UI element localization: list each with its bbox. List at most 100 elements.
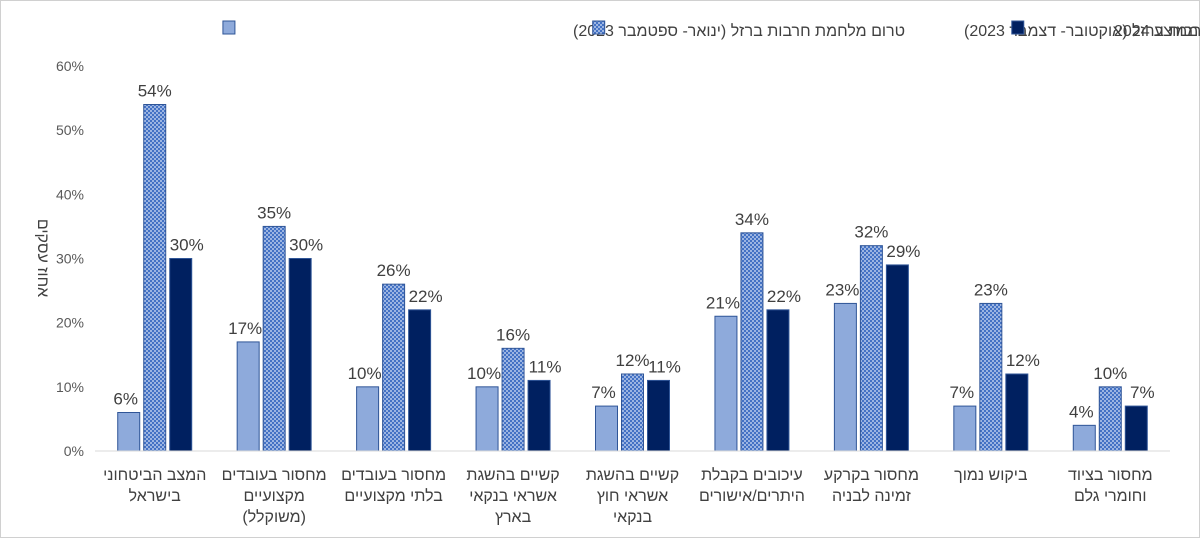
bar bbox=[953, 405, 977, 452]
category-label-line: ביקוש נמוך bbox=[954, 467, 1028, 484]
bar bbox=[979, 302, 1003, 452]
category-label: קשיים בהשגת אשראי בנקאי בארץ bbox=[466, 467, 559, 526]
category-label-line: מקצועיים bbox=[244, 488, 305, 505]
data-label: 22% bbox=[767, 287, 801, 306]
y-axis: 0% 10% 20% 30% 40% 50% 60% bbox=[56, 58, 84, 459]
category-label-line: וחומרי גלם bbox=[1074, 487, 1146, 505]
bar bbox=[288, 258, 312, 452]
bar bbox=[382, 283, 406, 452]
data-label: 10% bbox=[348, 364, 382, 383]
data-label: 10% bbox=[467, 364, 501, 383]
data-label: 12% bbox=[615, 351, 649, 370]
data-label: 23% bbox=[974, 280, 1008, 299]
data-label: 23% bbox=[825, 280, 859, 299]
data-label: 26% bbox=[377, 261, 411, 280]
y-tick-label: 0% bbox=[64, 443, 84, 459]
data-label: 10% bbox=[1093, 364, 1127, 383]
data-labels: 6% 54% 30% 17% 35% 30% 10% 26% 22% 10% 16% 11% 7% 12%… bbox=[113, 82, 1154, 422]
bar bbox=[262, 225, 286, 452]
bar bbox=[621, 373, 644, 452]
y-tick-label: 30% bbox=[56, 251, 84, 267]
legend-item: ממוצע 2024 bbox=[1011, 20, 1198, 40]
bar bbox=[501, 347, 525, 452]
y-tick-label: 50% bbox=[56, 122, 84, 138]
bar bbox=[117, 412, 141, 452]
category-label-line: המצב הביטחוני bbox=[103, 467, 206, 484]
category-label: ביקוש נמוך bbox=[954, 467, 1028, 484]
bar bbox=[475, 386, 499, 452]
data-label: 7% bbox=[1130, 383, 1155, 402]
category-label-line: היתרים/אישורים bbox=[699, 488, 805, 505]
data-label: 29% bbox=[886, 242, 920, 261]
data-label: 6% bbox=[113, 390, 138, 409]
data-label: 32% bbox=[854, 223, 888, 242]
category-label-line: מחסור בציוד bbox=[1068, 467, 1153, 484]
bar bbox=[766, 309, 790, 452]
category-label-line: עיכובים בקבלת bbox=[701, 466, 803, 484]
bar bbox=[740, 232, 764, 452]
legend-label: ממוצע 2024 bbox=[1114, 23, 1198, 40]
legend-swatch bbox=[1011, 20, 1025, 35]
bar bbox=[1005, 373, 1029, 452]
bar bbox=[356, 386, 380, 452]
data-label: 7% bbox=[591, 383, 616, 402]
legend: טרום מלחמת חרבות ברזל (ינואר- ספטמבר 202… bbox=[222, 20, 1200, 40]
bar bbox=[714, 315, 738, 452]
bar bbox=[1124, 405, 1148, 452]
data-label: 11% bbox=[529, 357, 562, 376]
category-label: מחסור בעובדים מקצועיים (משוקלל) bbox=[222, 467, 327, 526]
bar bbox=[236, 341, 260, 452]
bar bbox=[143, 104, 167, 452]
data-label: 17% bbox=[228, 319, 262, 338]
category-label-line: מחסור בעובדים bbox=[341, 467, 446, 484]
bars bbox=[117, 104, 1148, 452]
y-axis-label: אחוז עסקים bbox=[34, 219, 51, 297]
category-label-line: (משוקלל) bbox=[242, 508, 306, 526]
category-label-line: מחסור בקרקע bbox=[824, 467, 919, 484]
data-label: 30% bbox=[170, 236, 204, 255]
bar bbox=[1098, 386, 1122, 452]
category-label: מחסור בקרקע זמינה לבניה bbox=[824, 467, 919, 505]
bar bbox=[408, 309, 432, 452]
category-label-line: קשיים בהשגת bbox=[586, 467, 679, 484]
data-label: 12% bbox=[1006, 351, 1040, 370]
category-label-line: בנקאי bbox=[613, 509, 653, 526]
category-label-line: זמינה לבניה bbox=[832, 487, 911, 505]
data-label: 7% bbox=[950, 383, 975, 402]
y-tick-label: 40% bbox=[56, 186, 84, 202]
data-label: 54% bbox=[138, 82, 172, 101]
category-label: מחסור בעובדים בלתי מקצועיים bbox=[341, 467, 446, 505]
data-label: 22% bbox=[409, 287, 443, 306]
data-label: 30% bbox=[289, 236, 323, 255]
category-label-line: אשראי בנקאי bbox=[469, 488, 557, 505]
y-tick-label: 20% bbox=[56, 315, 84, 331]
data-label: 21% bbox=[706, 293, 740, 312]
bar bbox=[169, 258, 193, 452]
bar bbox=[885, 264, 909, 452]
category-label-line: בארץ bbox=[495, 509, 532, 526]
data-label: 4% bbox=[1069, 402, 1094, 421]
bar bbox=[647, 379, 670, 452]
category-label: קשיים בהשגת אשראי חוץ בנקאי bbox=[586, 467, 679, 526]
data-label: 34% bbox=[735, 210, 769, 229]
bar bbox=[595, 405, 618, 452]
category-label-line: קשיים בהשגת bbox=[466, 467, 559, 484]
category-label: עיכובים בקבלת היתרים/אישורים bbox=[699, 466, 805, 505]
data-label: 16% bbox=[496, 325, 530, 344]
bar bbox=[1072, 424, 1096, 452]
legend-swatch bbox=[592, 20, 606, 35]
data-label: 35% bbox=[257, 203, 291, 222]
category-label-line: מחסור בעובדים bbox=[222, 467, 327, 484]
x-axis: המצב הביטחוני בישראל מחסור בעובדים מקצועיים… bbox=[95, 450, 1170, 526]
legend-label: טרום מלחמת חרבות ברזל (ינואר- ספטמבר 202… bbox=[573, 22, 905, 40]
data-label: 11% bbox=[648, 357, 681, 376]
category-label-line: אשראי חוץ bbox=[597, 488, 668, 505]
y-tick-label: 10% bbox=[56, 379, 84, 395]
bar bbox=[859, 245, 883, 452]
legend-swatch bbox=[222, 20, 236, 35]
category-label: מחסור בציוד וחומרי גלם bbox=[1068, 467, 1153, 505]
category-label-line: בישראל bbox=[129, 487, 182, 505]
bar bbox=[527, 379, 551, 452]
category-label-line: בלתי מקצועיים bbox=[344, 487, 443, 505]
